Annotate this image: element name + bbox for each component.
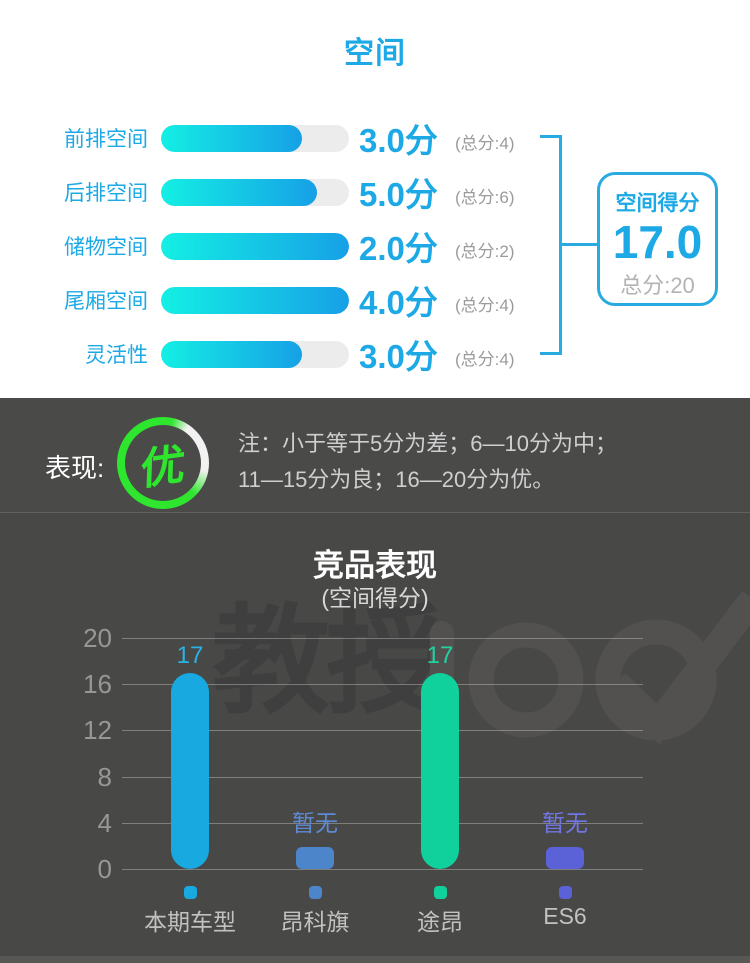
gridline	[122, 684, 643, 686]
page-title: 空间	[344, 37, 406, 70]
rating-bar-fill	[161, 340, 302, 368]
rating-row-front-space: 前排空间 3.0分 (总分:4)	[18, 120, 515, 159]
space-score-box: 空间得分 17.0 总分:20	[597, 172, 718, 306]
chart-bar-本期车型	[171, 672, 209, 869]
legend-swatch	[184, 886, 197, 899]
grading-note-line1: 注：小于等于5分为差；6—10分为中；	[238, 431, 617, 456]
grade-badge: 优	[125, 425, 201, 501]
bar-value-label: 17	[426, 641, 454, 669]
rating-score: 2.0分	[359, 230, 438, 267]
rating-bar-track	[161, 286, 349, 314]
rating-label: 储物空间	[64, 236, 148, 259]
rating-score: 3.0分	[359, 338, 438, 375]
bracket-top-stub	[540, 135, 562, 138]
rating-score: 4.0分	[359, 284, 438, 321]
rating-label: 灵活性	[85, 344, 148, 367]
rating-row-rear-space: 后排空间 5.0分 (总分:6)	[18, 174, 515, 213]
rating-row-flexibility: 灵活性 3.0分 (总分:4)	[18, 336, 515, 375]
bottom-divider	[0, 956, 750, 963]
rating-label: 后排空间	[64, 182, 148, 205]
y-axis-tick: 4	[97, 807, 112, 838]
competitor-chart-section: 教授 竞品表现 (空间得分) 0 4 8 12 16 20 17 本期车型 暂无昂科旗 17 途昂 暂…	[0, 513, 750, 963]
rating-score: 3.0分	[359, 122, 438, 159]
grading-note-line2: 11—15分为良；16—20分为优。	[238, 467, 555, 492]
space-score-total: 总分:20	[620, 272, 695, 298]
bar-value-label: 17	[176, 641, 204, 669]
chart-bar-ES6	[546, 847, 584, 869]
space-score-title: 空间得分	[615, 192, 700, 215]
bracket-bottom-stub	[540, 352, 562, 355]
y-axis-tick: 0	[97, 854, 112, 884]
bar-value-label: 暂无	[542, 810, 588, 836]
category-label-途昂: 途昂	[417, 909, 463, 935]
bracket-mid-stub	[559, 243, 599, 246]
y-axis-tick: 8	[97, 761, 112, 792]
watermark-check-logo	[430, 590, 750, 745]
y-axis-tick: 12	[83, 715, 112, 746]
grade-badge-ring: 优	[117, 417, 209, 509]
rating-bar-fill	[161, 124, 302, 152]
rating-bar-track	[161, 340, 349, 368]
y-axis-tick: 20	[83, 623, 112, 653]
rating-label: 前排空间	[64, 128, 148, 151]
space-score-value: 17.0	[612, 216, 703, 268]
category-label-本期车型: 本期车型	[144, 909, 236, 935]
rating-bar-fill	[161, 178, 318, 206]
rating-total: (总分:4)	[455, 349, 515, 369]
rating-bar-fill	[161, 232, 349, 260]
rating-row-trunk-space: 尾厢空间 4.0分 (总分:4)	[18, 282, 515, 321]
gridline	[122, 730, 643, 732]
rating-bar-track	[161, 232, 349, 260]
legend-swatch	[434, 886, 447, 899]
chart-bar-途昂	[421, 672, 459, 869]
rating-score: 5.0分	[359, 176, 438, 213]
performance-band: 表现: 优 注：小于等于5分为差；6—10分为中； 11—15分为良；16—20…	[0, 398, 750, 513]
rating-rows: 前排空间 3.0分 (总分:4) 后排空间 5.0分 (总分:6) 储物空间 2…	[18, 120, 515, 390]
gridline	[122, 638, 643, 639]
performance-label: 表现:	[45, 453, 105, 483]
y-axis-tick: 16	[83, 669, 112, 700]
gridline	[122, 776, 643, 778]
rating-total: (总分:6)	[455, 187, 515, 207]
space-ratings-section: 空间 前排空间 3.0分 (总分:4) 后排空间 5.0分 (总分:6) 储物空…	[0, 0, 750, 398]
category-label-昂科旗: 昂科旗	[280, 909, 350, 935]
rating-total: (总分:2)	[455, 241, 515, 261]
chart-title: 竞品表现	[313, 548, 437, 583]
watermark-text: 教授	[212, 596, 444, 728]
rating-bar-track	[161, 124, 349, 152]
rating-row-storage-space: 储物空间 2.0分 (总分:2)	[18, 228, 515, 267]
chart-bar-昂科旗	[296, 847, 334, 869]
rating-label: 尾厢空间	[64, 290, 148, 313]
gridline	[122, 869, 643, 870]
legend-swatch	[309, 886, 322, 899]
legend-swatch	[559, 886, 572, 899]
rating-bar-track	[161, 178, 349, 206]
rating-total: (总分:4)	[455, 295, 515, 315]
grading-note: 注：小于等于5分为差；6—10分为中； 11—15分为良；16—20分为优。	[238, 426, 617, 498]
rating-total: (总分:4)	[455, 133, 515, 153]
rating-bar-fill	[161, 286, 349, 314]
grade-badge-text: 优	[139, 440, 187, 495]
category-label-ES6: ES6	[543, 903, 587, 929]
gridline	[122, 822, 643, 824]
bar-value-label: 暂无	[292, 810, 338, 836]
chart-subtitle: (空间得分)	[321, 585, 429, 611]
